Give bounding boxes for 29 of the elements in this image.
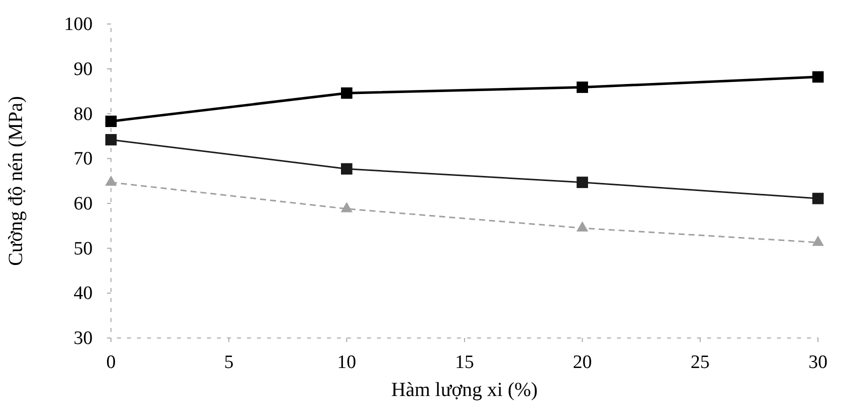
point [340,202,353,212]
y-tick-label: 40 [74,283,93,304]
x-tick-label: 25 [690,352,710,373]
point [812,236,824,246]
x-tick-label: 10 [337,352,356,373]
x-tick-label: 20 [572,352,592,373]
point [340,163,352,175]
x-tick-label: 5 [224,352,234,373]
point [340,87,352,99]
y-tick-label: 90 [74,58,93,80]
point [105,134,117,146]
y-tick-label: 50 [74,238,93,260]
point [576,221,588,232]
x-axis-title: Hàm lượng xi (%) [391,379,538,401]
y-tick-label: 60 [74,194,93,215]
point [105,176,117,186]
point [812,71,824,83]
y-tick-label: 80 [74,104,93,125]
y-tick-label: 30 [74,328,93,350]
point [576,176,588,188]
point [576,82,588,93]
y-tick-label: 100 [64,14,93,36]
y-tick-label: 70 [74,148,93,170]
point [105,116,117,128]
x-tick-label: 0 [106,352,116,373]
point [812,192,824,204]
x-tick-label: 15 [455,352,474,373]
x-tick-label: 30 [808,352,828,373]
y-axis-title: Cường độ nén (MPa) [5,96,27,266]
